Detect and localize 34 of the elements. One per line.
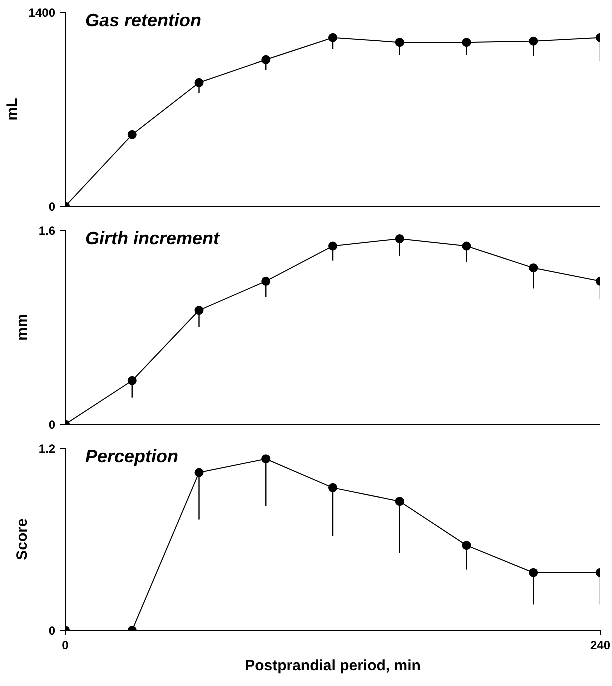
point [262, 276, 271, 286]
chart-title: Girth increment [86, 228, 221, 248]
y-tick-label: 1.2 [38, 442, 56, 456]
point [462, 38, 472, 48]
point [529, 568, 538, 578]
y-tick-label: 0 [48, 624, 56, 638]
y-axis-title: mm [14, 314, 31, 341]
chart-title: Perception [86, 446, 179, 466]
x-axis-title: Postprandial period, min [245, 658, 421, 674]
point [262, 55, 271, 64]
point [462, 541, 472, 550]
point [128, 376, 137, 386]
y-tick-label: 0 [48, 418, 56, 432]
point [529, 264, 538, 273]
point [262, 454, 271, 464]
y-axis-title: Score [14, 518, 31, 560]
point [328, 33, 338, 42]
x-tick-label: 240 [590, 638, 611, 652]
point [395, 234, 404, 244]
point [194, 78, 204, 88]
point [529, 36, 538, 46]
point [194, 468, 204, 478]
y-tick-label: 0 [48, 200, 56, 214]
y-tick-label: 1400 [28, 6, 56, 20]
point [194, 306, 204, 316]
point [328, 483, 338, 492]
y-axis-title: mL [4, 98, 21, 121]
point [395, 497, 404, 506]
point [128, 130, 137, 140]
y-tick-label: 1.6 [38, 224, 56, 238]
chart-title: Gas retention [86, 10, 202, 30]
point [395, 38, 404, 48]
point [328, 242, 338, 251]
point [462, 242, 472, 251]
